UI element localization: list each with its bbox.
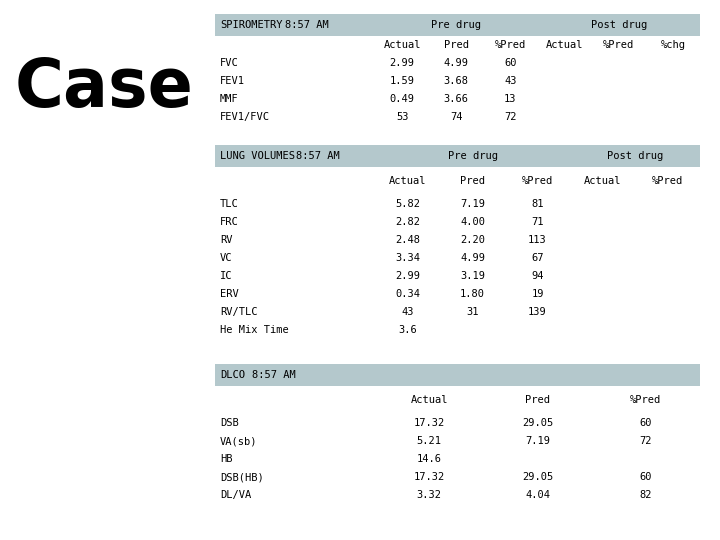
Text: 29.05: 29.05 [522, 418, 553, 428]
Text: 60: 60 [504, 58, 517, 68]
Text: Pre drug: Pre drug [431, 20, 481, 30]
Text: Pred: Pred [525, 395, 550, 405]
Text: 8:57 AM: 8:57 AM [296, 151, 340, 161]
Text: He Mix Time: He Mix Time [220, 325, 289, 335]
Text: 74: 74 [450, 112, 462, 122]
Text: 3.34: 3.34 [395, 253, 420, 263]
Text: 43: 43 [401, 307, 414, 317]
Text: Post drug: Post drug [607, 151, 663, 161]
Text: 113: 113 [528, 235, 547, 245]
Text: SPIROMETRY: SPIROMETRY [220, 20, 282, 30]
Text: Post drug: Post drug [590, 20, 647, 30]
Text: Pre drug: Pre drug [448, 151, 498, 161]
Text: FEV1: FEV1 [220, 76, 245, 86]
Text: 2.48: 2.48 [395, 235, 420, 245]
Text: Actual: Actual [584, 176, 621, 186]
Text: 4.99: 4.99 [444, 58, 469, 68]
Text: 5.21: 5.21 [417, 436, 441, 446]
Text: VC: VC [220, 253, 233, 263]
Text: 7.19: 7.19 [525, 436, 550, 446]
Text: 43: 43 [504, 76, 517, 86]
Text: ERV: ERV [220, 289, 239, 299]
Bar [215, 14, 700, 36]
Text: 72: 72 [504, 112, 517, 122]
Text: 53: 53 [396, 112, 408, 122]
Text: Actual: Actual [410, 395, 448, 405]
Text: 94: 94 [531, 271, 544, 281]
Bar [215, 145, 700, 167]
Text: 8:57 AM: 8:57 AM [285, 20, 329, 30]
Text: FVC: FVC [220, 58, 239, 68]
Text: 13: 13 [504, 94, 517, 104]
Text: 7.19: 7.19 [460, 199, 485, 209]
Text: 4.99: 4.99 [460, 253, 485, 263]
Text: RV: RV [220, 235, 233, 245]
Text: 81: 81 [531, 199, 544, 209]
Text: 3.68: 3.68 [444, 76, 469, 86]
Text: 14.6: 14.6 [417, 454, 441, 464]
Text: 71: 71 [531, 217, 544, 227]
Text: 31: 31 [467, 307, 479, 317]
Text: %Pred: %Pred [522, 176, 553, 186]
Text: 3.32: 3.32 [417, 490, 441, 500]
Text: Actual: Actual [546, 40, 583, 50]
Text: FRC: FRC [220, 217, 239, 227]
Text: 17.32: 17.32 [413, 418, 445, 428]
Text: 8:57 AM: 8:57 AM [252, 370, 296, 380]
Text: TLC: TLC [220, 199, 239, 209]
Text: Pred: Pred [460, 176, 485, 186]
Text: FEV1/FVC: FEV1/FVC [220, 112, 270, 122]
Text: 72: 72 [639, 436, 652, 446]
Text: %Pred: %Pred [630, 395, 662, 405]
Text: 1.59: 1.59 [390, 76, 415, 86]
Text: IC: IC [220, 271, 233, 281]
Text: 2.20: 2.20 [460, 235, 485, 245]
Text: 60: 60 [639, 472, 652, 482]
Text: 3.6: 3.6 [398, 325, 417, 335]
Text: 60: 60 [639, 418, 652, 428]
Text: LUNG VOLUMES: LUNG VOLUMES [220, 151, 295, 161]
Text: 3.19: 3.19 [460, 271, 485, 281]
Text: 4.04: 4.04 [525, 490, 550, 500]
Text: RV/TLC: RV/TLC [220, 307, 258, 317]
Text: Case: Case [15, 55, 194, 121]
Text: Actual: Actual [383, 40, 420, 50]
Text: DSB: DSB [220, 418, 239, 428]
Text: 1.80: 1.80 [460, 289, 485, 299]
Text: DL/VA: DL/VA [220, 490, 251, 500]
Text: Actual: Actual [389, 176, 426, 186]
Text: 67: 67 [531, 253, 544, 263]
Bar [215, 364, 700, 386]
Text: 139: 139 [528, 307, 547, 317]
Text: 19: 19 [531, 289, 544, 299]
Text: VA(sb): VA(sb) [220, 436, 258, 446]
Text: 4.00: 4.00 [460, 217, 485, 227]
Text: DLCO: DLCO [220, 370, 245, 380]
Text: %Pred: %Pred [495, 40, 526, 50]
Text: %chg: %chg [660, 40, 685, 50]
Text: %Pred: %Pred [652, 176, 683, 186]
Text: 5.82: 5.82 [395, 199, 420, 209]
Text: 0.49: 0.49 [390, 94, 415, 104]
Text: HB: HB [220, 454, 233, 464]
Text: DSB(HB): DSB(HB) [220, 472, 264, 482]
Text: 17.32: 17.32 [413, 472, 445, 482]
Text: 2.99: 2.99 [390, 58, 415, 68]
Text: MMF: MMF [220, 94, 239, 104]
Text: 29.05: 29.05 [522, 472, 553, 482]
Text: 3.66: 3.66 [444, 94, 469, 104]
Text: 0.34: 0.34 [395, 289, 420, 299]
Text: Pred: Pred [444, 40, 469, 50]
Text: 2.82: 2.82 [395, 217, 420, 227]
Text: 2.99: 2.99 [395, 271, 420, 281]
Text: 82: 82 [639, 490, 652, 500]
Text: %Pred: %Pred [603, 40, 634, 50]
